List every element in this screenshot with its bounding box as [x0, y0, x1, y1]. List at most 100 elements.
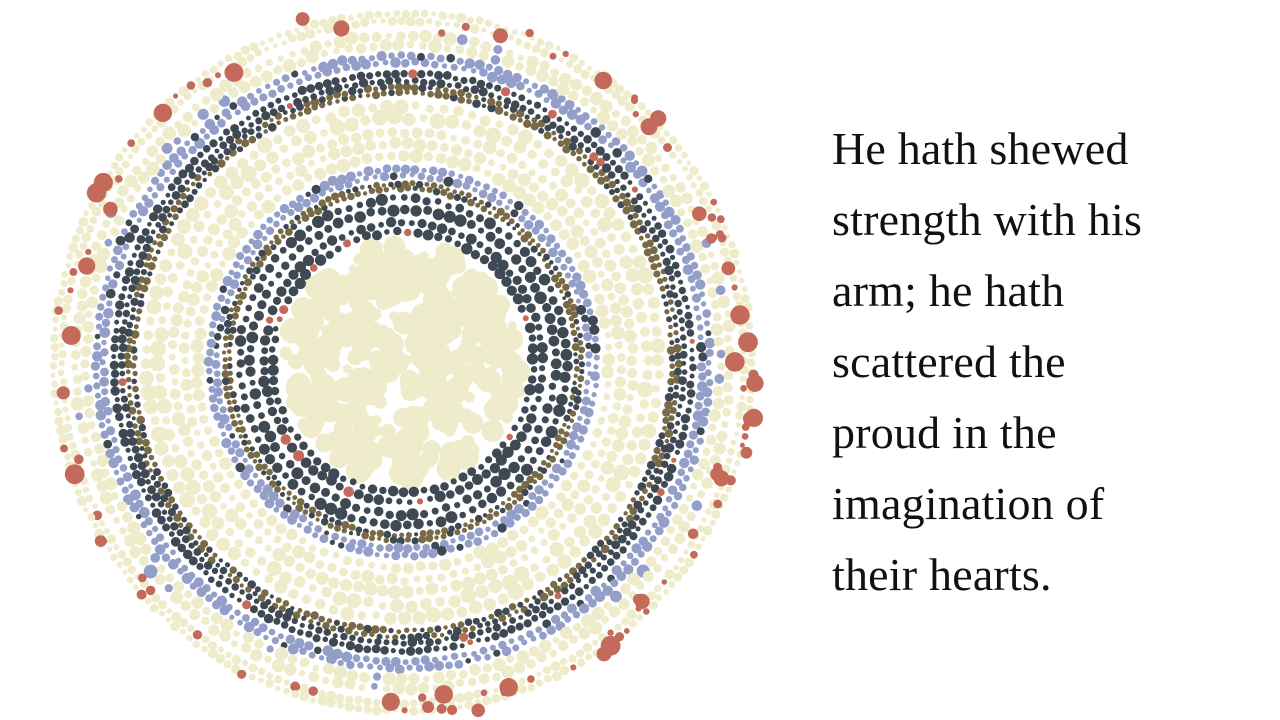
cream-dot: [114, 167, 124, 176]
cream-dot: [124, 534, 137, 547]
olive-dot: [285, 228, 293, 236]
periwinkle-dot: [268, 628, 276, 636]
slate-dot: [276, 316, 283, 323]
slate-dot: [535, 323, 543, 331]
cream-dot: [507, 34, 514, 41]
olive-dot: [306, 207, 314, 214]
slate-dot: [508, 461, 520, 474]
slate-dot: [522, 315, 529, 322]
periwinkle-dot: [101, 339, 107, 346]
olive-dot: [165, 501, 172, 509]
slate-dot: [497, 259, 509, 271]
cream-dot: [257, 556, 267, 566]
olive-dot: [534, 598, 541, 605]
slate-dot: [494, 84, 502, 92]
slate-dot: [296, 244, 304, 253]
slate-dot: [259, 273, 267, 282]
cream-dot: [722, 382, 733, 393]
slate-dot: [569, 594, 576, 601]
slate-dot: [340, 475, 347, 482]
cream-dot: [573, 207, 585, 219]
periwinkle-dot: [594, 591, 606, 602]
olive-dot: [632, 212, 639, 219]
cream-dot: [712, 397, 725, 410]
terracotta-dot: [78, 257, 96, 275]
cream-dot: [155, 136, 165, 147]
cream-dot: [180, 628, 186, 635]
slate-dot: [349, 478, 357, 486]
olive-dot: [232, 300, 238, 307]
slate-dot: [423, 645, 432, 654]
olive-dot: [383, 187, 389, 193]
periwinkle-dot: [693, 305, 700, 312]
cream-dot: [201, 635, 210, 644]
cream-dot: [165, 617, 172, 623]
olive-dot: [540, 247, 546, 254]
cream-dot: [611, 326, 625, 340]
cream-dot: [293, 576, 306, 588]
slate-dot: [348, 230, 355, 236]
periwinkle-dot: [288, 200, 297, 209]
olive-dot: [415, 180, 424, 189]
cream-dot: [686, 160, 692, 166]
cream-dot: [557, 205, 568, 217]
cream-dot: [726, 457, 733, 465]
cream-dot: [266, 672, 274, 680]
slate-dot: [120, 388, 126, 394]
slate-dot: [610, 159, 616, 166]
olive-dot: [319, 101, 326, 109]
slate-dot: [410, 205, 422, 217]
periwinkle-dot: [95, 312, 104, 321]
cream-dot: [61, 303, 72, 314]
olive-dot: [674, 337, 680, 344]
periwinkle-dot: [700, 301, 707, 307]
olive-dot: [182, 526, 191, 535]
olive-dot: [629, 220, 639, 229]
slate-dot: [589, 567, 596, 574]
slate-dot: [680, 334, 687, 341]
cream-dot: [212, 472, 224, 483]
slate-dot: [434, 490, 446, 502]
periwinkle-dot: [377, 664, 383, 671]
cream-dot: [411, 101, 420, 110]
periwinkle-dot: [283, 504, 292, 513]
olive-dot: [132, 370, 138, 377]
cream-dot: [428, 561, 438, 571]
olive-dot: [517, 231, 522, 236]
cream-dot: [574, 503, 587, 515]
olive-dot: [247, 451, 255, 459]
cream-dot: [398, 611, 412, 625]
cream-dot: [527, 675, 535, 683]
periwinkle-dot: [534, 219, 545, 230]
cream-dot: [473, 572, 486, 585]
periwinkle-dot: [589, 400, 596, 407]
periwinkle-dot: [612, 148, 622, 158]
slate-dot: [238, 382, 246, 390]
periwinkle-dot: [575, 280, 586, 291]
cream-dot: [509, 559, 518, 568]
olive-dot: [426, 626, 434, 634]
cream-dot: [70, 397, 85, 411]
terracotta-dot: [717, 233, 727, 243]
periwinkle-dot: [120, 253, 127, 260]
olive-dot: [531, 117, 538, 124]
olive-dot: [237, 299, 243, 306]
cream-dot: [271, 164, 281, 174]
cream-dot: [107, 546, 113, 552]
cream-dot: [681, 192, 693, 204]
cream-dot: [50, 372, 56, 378]
cream-dot: [715, 207, 721, 213]
cream-dot: [527, 149, 537, 160]
olive-dot: [255, 132, 263, 139]
slate-dot: [349, 634, 356, 641]
periwinkle-dot: [464, 175, 474, 185]
cream-dot: [296, 118, 311, 134]
cream-dot: [149, 285, 164, 300]
cream-dot: [371, 18, 377, 25]
slate-dot: [660, 460, 669, 468]
slate-dot: [258, 443, 270, 455]
cream-dot: [519, 525, 529, 535]
periwinkle-dot: [474, 527, 484, 537]
slate-dot: [502, 621, 507, 626]
cream-dot: [392, 311, 416, 335]
